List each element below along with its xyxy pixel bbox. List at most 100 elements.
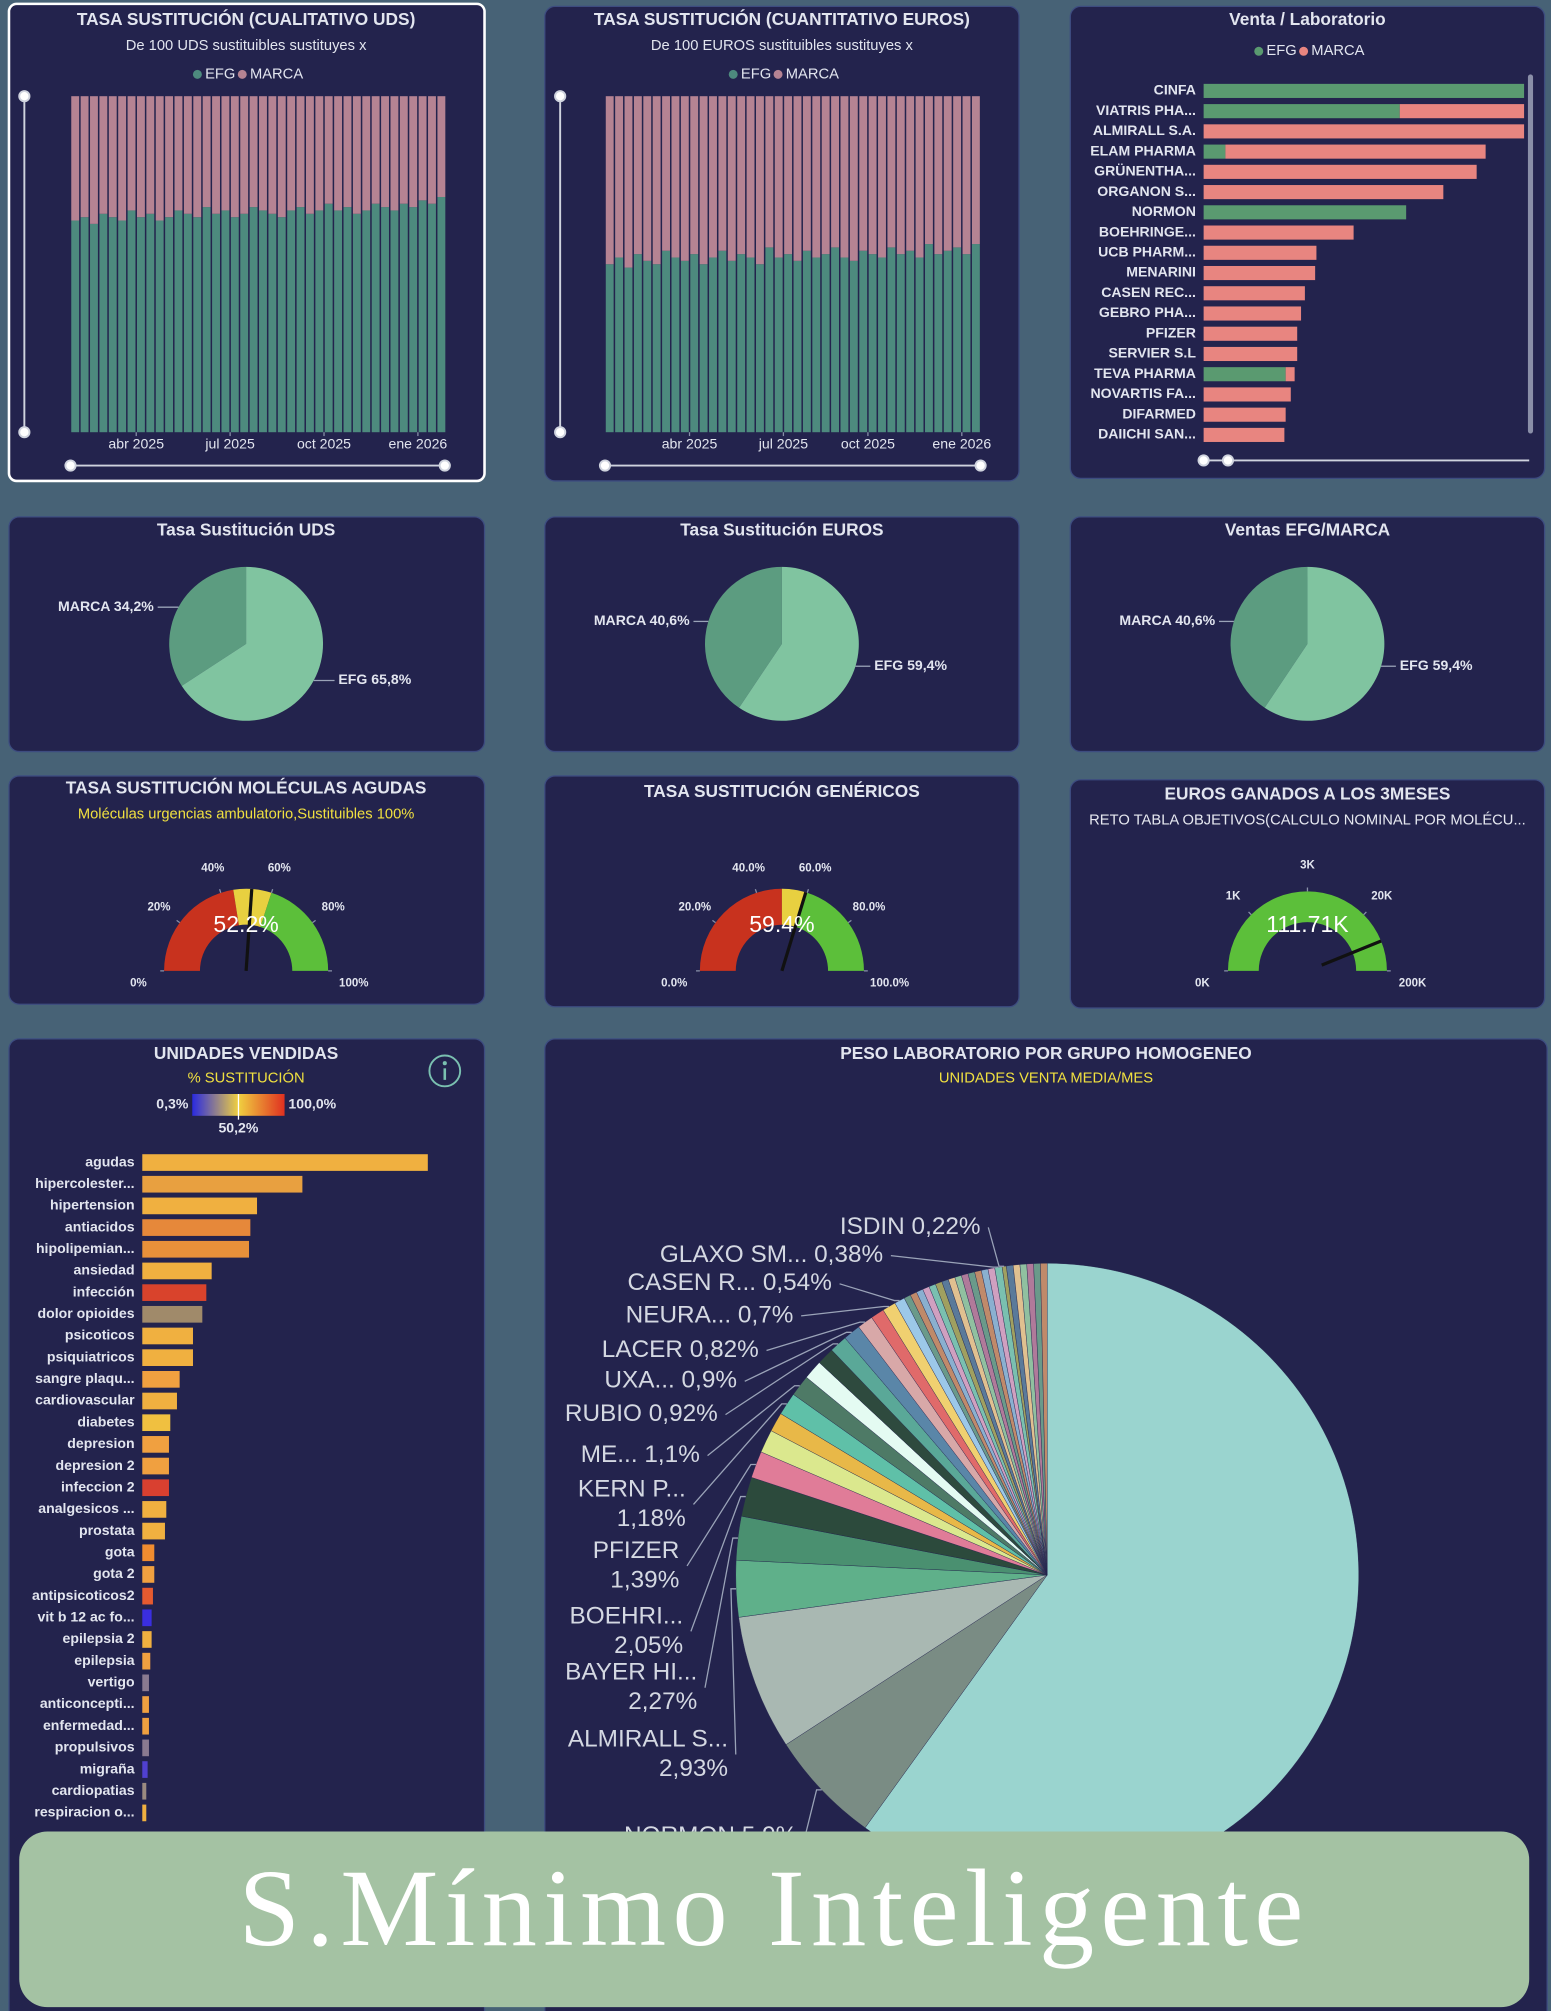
slider-handle[interactable]: [1197, 454, 1210, 467]
color-scale-label: 50,2%: [218, 1119, 258, 1135]
pie-slice: [1264, 566, 1385, 721]
bar-segment: [755, 264, 764, 433]
range-sliders[interactable]: [18, 90, 1530, 472]
data-label: RUBIO 0,92%: [565, 1400, 718, 1427]
bar-segment: [1203, 185, 1444, 200]
bar-segment: [362, 210, 371, 433]
x-tick-label: ene 2026: [389, 436, 448, 452]
y-tick-label: diabetes: [77, 1413, 134, 1429]
chart-title: TASA SUSTITUCIÓN GENÉRICOS: [644, 781, 920, 801]
bar: [142, 1522, 165, 1540]
bar-segment: [802, 250, 811, 433]
slider-handle[interactable]: [974, 459, 987, 472]
slider-handle[interactable]: [598, 459, 612, 472]
bar-segment: [662, 250, 670, 433]
info-icon[interactable]: [428, 1054, 462, 1088]
bar-segment: [428, 96, 436, 204]
bar-segment: [80, 96, 89, 218]
bar-segment: [802, 96, 811, 251]
bar-segment: [934, 96, 943, 255]
bar-segment: [1203, 306, 1302, 321]
bar-segment: [615, 96, 624, 258]
bar-segment: [1225, 144, 1486, 159]
gauge-tick: [847, 919, 852, 924]
bar: [142, 1305, 203, 1323]
gauge-value: 111.71K: [1266, 911, 1349, 937]
color-scale-label: 0,3%: [156, 1096, 189, 1112]
leader-line: [839, 1283, 900, 1302]
chart-title: TASA SUSTITUCIÓN (CUANTITATIVO EUROS): [594, 9, 970, 29]
data-label: CASEN R... 0,54%: [628, 1269, 832, 1296]
bar-segment: [315, 210, 324, 433]
bar-segment: [193, 96, 202, 218]
data-label: EFG 59,4%: [1400, 657, 1473, 673]
slider-handle[interactable]: [554, 426, 567, 439]
bar-segment: [840, 96, 849, 258]
bar-segment: [868, 254, 877, 433]
slider-handle[interactable]: [554, 90, 567, 103]
bar-segment: [287, 210, 296, 433]
y-tick-label: prostata: [79, 1522, 135, 1538]
panel[interactable]: [8, 1038, 486, 2011]
y-tick-label: ansiedad: [73, 1262, 134, 1278]
bar: [142, 1197, 258, 1215]
y-tick-label: vertigo: [88, 1674, 135, 1690]
bar-segment: [1203, 225, 1354, 240]
bar-segment: [943, 96, 952, 251]
gauge-tick-label: 60.0%: [799, 862, 832, 874]
gauge-tick: [754, 888, 758, 894]
info-ring[interactable]: [428, 1054, 462, 1088]
bar-segment: [381, 207, 389, 433]
gauge-band: [1227, 891, 1387, 971]
bar-segment: [821, 254, 830, 433]
bar-segment: [849, 260, 858, 433]
y-tick-label: hipolipemian...: [36, 1240, 135, 1256]
legend-label: EFG: [741, 66, 771, 82]
bar-segment: [906, 250, 915, 433]
bar-segment: [1203, 245, 1317, 260]
legend-marker: [773, 69, 783, 79]
bar-segment: [699, 96, 708, 265]
slider-handle[interactable]: [1221, 454, 1235, 467]
bar-segment: [1203, 164, 1477, 179]
gauge-tick-label: 1K: [1226, 891, 1241, 903]
bar-segment: [709, 257, 717, 433]
data-label: EFG 59,4%: [874, 657, 947, 673]
bar-segment: [718, 96, 727, 251]
bar-segment: [1203, 124, 1525, 139]
bar-segment: [737, 96, 746, 255]
bar-segment: [1203, 427, 1285, 442]
bar-segment: [737, 254, 746, 433]
gauge-tick-label: 20%: [147, 902, 170, 914]
pie-slice: [705, 566, 782, 708]
gauge-tick: [806, 888, 810, 894]
bar-segment: [727, 260, 736, 433]
gauge-tick: [270, 888, 274, 894]
chart-title: UNIDADES VENDIDAS: [154, 1043, 338, 1063]
bar: [142, 1154, 428, 1171]
data-label: EFG 65,8%: [338, 671, 411, 687]
bar-segment: [746, 96, 755, 258]
bar-segment: [71, 220, 80, 433]
legend-label: MARCA: [1311, 43, 1364, 59]
slider-handle[interactable]: [438, 459, 451, 472]
bar-segment: [915, 96, 924, 258]
bar-segment: [1203, 367, 1286, 382]
bar-segment: [633, 96, 642, 255]
y-tick-label: SERVIER S.L: [1108, 345, 1196, 361]
scrollbar[interactable]: [1527, 74, 1534, 434]
bar-segment: [90, 96, 98, 224]
slider-handle[interactable]: [18, 426, 31, 439]
y-tick-label: DAIICHI SAN...: [1098, 426, 1196, 442]
slider-handle[interactable]: [18, 90, 31, 103]
bar-segment: [971, 96, 980, 245]
bar-segment: [1203, 104, 1400, 119]
bar-segment: [643, 260, 652, 433]
bar-segment: [746, 257, 755, 433]
bar-segment: [605, 264, 614, 433]
bar: [142, 1696, 149, 1713]
y-tick-label: sangre plaqu...: [35, 1370, 134, 1386]
leader-line: [686, 1463, 756, 1567]
leader-line: [987, 1227, 1005, 1267]
slider-handle[interactable]: [64, 459, 77, 472]
